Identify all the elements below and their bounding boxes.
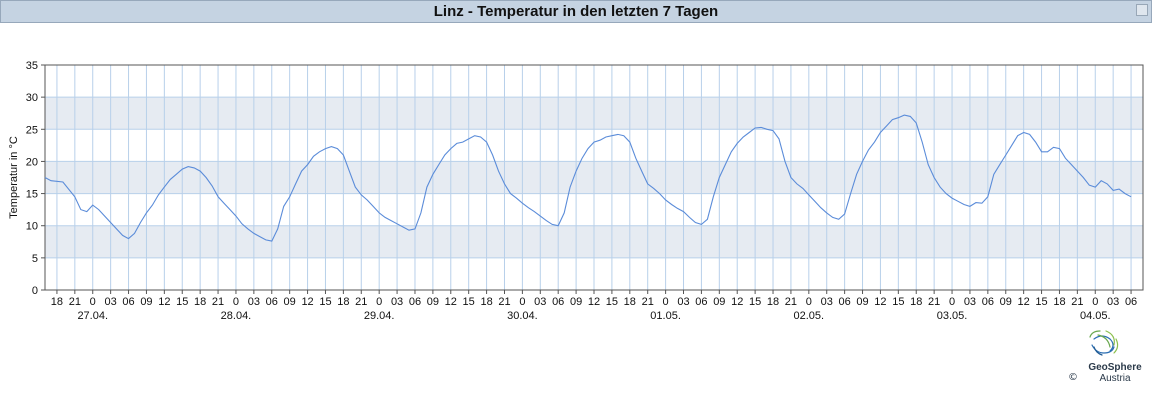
x-tick-label: 09 — [856, 296, 868, 308]
x-tick-label: 18 — [910, 296, 922, 308]
y-tick-label: 25 — [26, 124, 38, 136]
x-tick-label: 18 — [480, 296, 492, 308]
x-tick-label: 12 — [158, 296, 170, 308]
x-tick-label: 21 — [785, 296, 797, 308]
copyright-symbol: © — [1068, 372, 1078, 383]
x-tick-label: 21 — [498, 296, 510, 308]
x-tick-label: 21 — [928, 296, 940, 308]
y-tick-label: 0 — [32, 285, 38, 297]
x-tick-label: 21 — [355, 296, 367, 308]
x-tick-label: 03 — [964, 296, 976, 308]
x-tick-label: 03 — [248, 296, 260, 308]
x-tick-label: 21 — [212, 296, 224, 308]
x-tick-label: 0 — [233, 296, 239, 308]
x-tick-label: 15 — [1035, 296, 1047, 308]
x-tick-label: 15 — [319, 296, 331, 308]
x-date-label: 30.04. — [507, 310, 538, 322]
x-tick-label: 12 — [874, 296, 886, 308]
window-button-icon[interactable] — [1136, 4, 1148, 16]
x-tick-label: 18 — [1053, 296, 1065, 308]
x-tick-label: 12 — [1018, 296, 1030, 308]
x-date-label: 29.04. — [364, 310, 395, 322]
x-tick-label: 09 — [713, 296, 725, 308]
title-bar: Linz - Temperatur in den letzten 7 Tagen — [0, 0, 1152, 23]
x-tick-label: 0 — [90, 296, 96, 308]
x-tick-label: 15 — [892, 296, 904, 308]
logo-name: GeoSphere — [1088, 362, 1142, 373]
y-tick-label: 5 — [32, 253, 38, 265]
x-tick-label: 06 — [266, 296, 278, 308]
x-tick-label: 18 — [624, 296, 636, 308]
x-tick-label: 03 — [105, 296, 117, 308]
x-tick-label: 03 — [1107, 296, 1119, 308]
x-tick-label: 03 — [534, 296, 546, 308]
y-tick-label: 15 — [26, 189, 38, 201]
temperature-series-line — [44, 114, 1132, 242]
logo-sub: Austria — [1099, 373, 1131, 384]
x-tick-label: 18 — [767, 296, 779, 308]
y-tick-label: 10 — [26, 221, 38, 233]
x-tick-label: 09 — [427, 296, 439, 308]
x-tick-label: 09 — [140, 296, 152, 308]
x-tick-label: 06 — [982, 296, 994, 308]
x-date-label: 28.04. — [221, 310, 252, 322]
page-title: Linz - Temperatur in den letzten 7 Tagen — [433, 3, 719, 20]
y-ticks: 0 5 10 15 20 25 30 35 — [26, 60, 45, 297]
x-tick-label: 06 — [122, 296, 134, 308]
x-tick-label: 09 — [1000, 296, 1012, 308]
x-tick-label: 03 — [391, 296, 403, 308]
x-date-label: 03.05. — [937, 310, 968, 322]
x-tick-label: 15 — [176, 296, 188, 308]
x-tick-label: 06 — [409, 296, 421, 308]
x-tick-label: 0 — [663, 296, 669, 308]
x-date-label: 02.05. — [794, 310, 825, 322]
x-ticks: 18 21 0 03 06 09 12 15 18 21 0 03 06 09 12 15 18 21 0 03 06 0… — [51, 290, 1137, 322]
y-axis-label: Temperatur in °C — [8, 136, 20, 219]
x-tick-label: 21 — [69, 296, 81, 308]
x-tick-label: 15 — [606, 296, 618, 308]
x-tick-label: 06 — [1125, 296, 1137, 308]
x-tick-label: 09 — [570, 296, 582, 308]
x-tick-label: 06 — [839, 296, 851, 308]
x-tick-label: 0 — [376, 296, 382, 308]
x-tick-label: 0 — [1092, 296, 1098, 308]
x-tick-label: 12 — [731, 296, 743, 308]
geosphere-logo-icon — [1089, 330, 1119, 356]
x-tick-label: 15 — [463, 296, 475, 308]
y-tick-label: 35 — [26, 60, 38, 72]
x-date-label: 27.04. — [77, 310, 108, 322]
x-tick-label: 21 — [1071, 296, 1083, 308]
x-tick-label: 0 — [949, 296, 955, 308]
x-tick-label: 03 — [677, 296, 689, 308]
x-tick-label: 06 — [552, 296, 564, 308]
x-tick-label: 12 — [301, 296, 313, 308]
x-tick-label: 03 — [821, 296, 833, 308]
x-tick-label: 0 — [519, 296, 525, 308]
y-tick-label: 30 — [26, 92, 38, 104]
x-tick-label: 0 — [806, 296, 812, 308]
x-date-label: 04.05. — [1080, 310, 1111, 322]
x-tick-label: 12 — [445, 296, 457, 308]
x-tick-label: 18 — [337, 296, 349, 308]
x-date-label: 01.05. — [650, 310, 681, 322]
x-tick-label: 09 — [284, 296, 296, 308]
x-tick-label: 12 — [588, 296, 600, 308]
x-tick-label: 21 — [642, 296, 654, 308]
x-tick-label: 15 — [749, 296, 761, 308]
y-tick-label: 20 — [26, 156, 38, 168]
x-tick-label: 18 — [194, 296, 206, 308]
x-tick-label: 06 — [695, 296, 707, 308]
x-tick-label: 18 — [51, 296, 63, 308]
